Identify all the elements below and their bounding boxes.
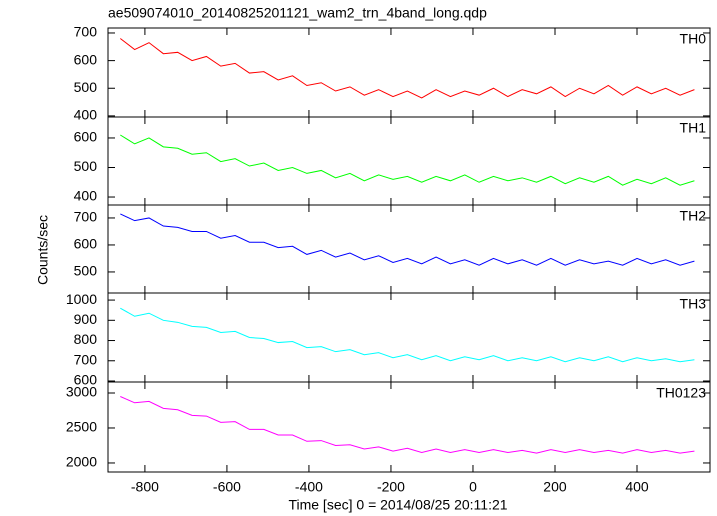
data-line [120,396,695,454]
panel-label: TH3 [680,296,707,312]
y-tick-label: 700 [74,24,98,40]
y-tick-label: 2000 [66,454,97,470]
x-tick-label: -600 [213,479,241,495]
y-tick-label: 400 [74,188,98,204]
y-tick-label: 600 [74,236,98,252]
data-line [120,134,695,186]
data-line [119,38,695,99]
y-tick-label: 600 [74,372,98,388]
x-tick-label: 200 [543,479,567,495]
y-tick-label: 900 [74,311,98,327]
panel-frame [107,27,711,118]
panel-label: TH1 [680,120,707,136]
y-tick-label: 800 [74,331,98,347]
panel-label: TH2 [680,208,707,224]
y-tick-label: 700 [74,351,98,367]
y-tick-label: 1000 [66,291,97,307]
x-axis-label: Time [sec] 0 = 2014/08/25 20:11:21 [288,497,507,513]
y-tick-label: 500 [74,79,98,95]
x-tick-label: 0 [469,479,477,495]
panel-frame [107,292,711,383]
y-axis-label: Counts/sec [35,215,51,285]
y-tick-label: 700 [74,209,98,225]
y-tick-label: 500 [74,158,98,174]
panel-frame [107,204,711,294]
panel-label: TH0123 [656,385,706,401]
y-tick-label: 500 [74,263,98,279]
y-tick-label: 600 [74,51,98,67]
y-tick-label: 3000 [66,384,97,400]
panel-frame [107,116,711,206]
x-tick-label: -200 [377,479,405,495]
x-tick-label: 400 [625,479,649,495]
data-line [120,307,695,363]
data-line [120,213,695,266]
y-tick-label: 400 [74,107,98,123]
panel-frame [107,381,711,473]
y-tick-label: 2500 [66,419,97,435]
y-tick-label: 600 [74,129,98,145]
x-tick-label: -800 [131,479,159,495]
x-tick-label: -400 [295,479,323,495]
chart-title: ae509074010_20140825201121_wam2_trn_4ban… [108,5,487,21]
panel-label: TH0 [680,31,707,47]
